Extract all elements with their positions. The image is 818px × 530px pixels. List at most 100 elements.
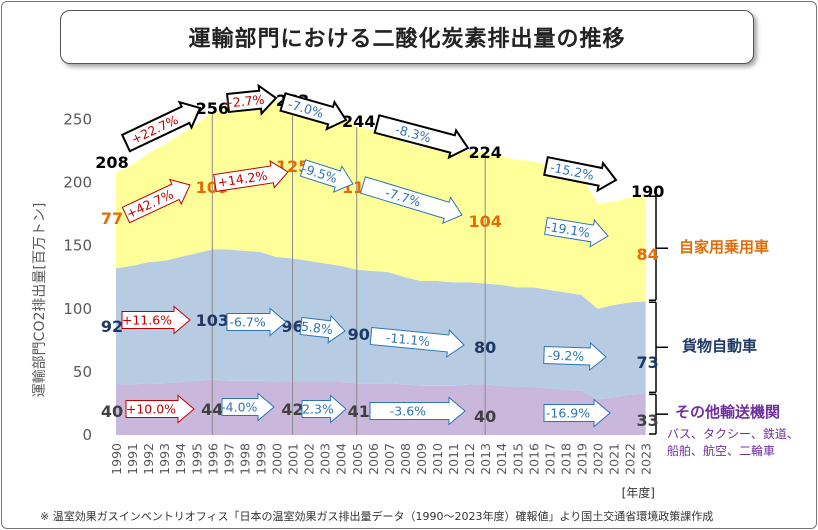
change-arrow-other: -16.9%: [543, 398, 611, 428]
legend-truck: 貨物自動車: [682, 337, 757, 355]
arrow-shape: [543, 341, 607, 372]
change-label: +14.2%: [217, 168, 269, 190]
x-tick-label: 2009: [414, 443, 429, 475]
arrow-shape: [543, 398, 611, 428]
change-arrow-truck: +11.6%: [121, 305, 191, 335]
x-tick-label: 1998: [237, 443, 252, 475]
value-label-total: 256: [196, 99, 229, 118]
value-label-car: 77: [101, 209, 123, 228]
value-label-other: 42: [281, 400, 303, 419]
change-label: -2.3%: [298, 402, 334, 417]
arrow-shape: [299, 159, 354, 193]
change-label: +11.6%: [122, 313, 172, 328]
arrow-shape: [359, 176, 463, 225]
value-label-total: 208: [95, 153, 128, 172]
arrow-shape: [279, 92, 348, 131]
x-tick-label: 1991: [125, 443, 140, 475]
change-label: -16.9%: [546, 406, 590, 421]
footnote: ※ 温室効果ガスインベントリオフィス「日本の温室効果ガス排出量データ（1990～…: [40, 510, 714, 523]
arrow-shape: [221, 392, 275, 422]
value-label-other: 44: [201, 400, 223, 419]
arrow-shape: [373, 114, 470, 160]
x-tick-label: 2006: [366, 443, 381, 475]
y-tick-label: 50: [73, 363, 92, 381]
change-label: -9.2%: [548, 348, 585, 364]
legend-other: その他輸送機関: [675, 403, 780, 421]
x-tick-label: 2000: [270, 443, 285, 475]
arrow-shape: [121, 178, 191, 224]
x-tick-label: 2010: [430, 443, 445, 475]
x-tick-label: 1999: [253, 443, 268, 475]
value-label-truck: 92: [101, 317, 123, 336]
x-tick-label: 2023: [639, 443, 654, 475]
change-arrow-other: -4.0%: [221, 392, 275, 422]
arrow-shape: [299, 314, 346, 344]
value-label-other: 40: [474, 407, 496, 426]
y-tick-label: 250: [63, 111, 92, 129]
value-label-total: 190: [631, 182, 664, 201]
value-label-car: 104: [468, 212, 501, 231]
x-tick-label: 2001: [286, 443, 301, 475]
x-tick-label: 2014: [494, 443, 509, 475]
value-label-car: 84: [637, 245, 659, 264]
change-label: +10.0%: [126, 402, 176, 417]
arrow-shape: [125, 394, 195, 424]
x-tick-label: 2019: [574, 443, 589, 475]
change-arrow-car: -19.1%: [544, 217, 609, 248]
arrow-shape: [301, 394, 347, 424]
value-label-truck: 90: [348, 325, 370, 344]
x-tick-label: 2015: [510, 443, 525, 475]
change-label: -11.1%: [385, 330, 431, 349]
chart-title: 運輸部門における二酸化炭素排出量の推移: [60, 10, 754, 64]
y-tick-label: 0: [82, 426, 92, 444]
legend-other-sub2: 船舶、航空、二輪車: [667, 443, 775, 458]
x-tick-label: 1995: [189, 443, 204, 475]
x-tick-label: 2007: [382, 443, 397, 475]
x-tick-label: 2012: [462, 443, 477, 475]
x-tick-label: 1993: [157, 443, 172, 475]
x-tick-label: 2013: [478, 443, 493, 475]
x-tick-label: 2016: [526, 443, 541, 475]
x-tick-label: 2002: [302, 443, 317, 475]
x-tick-label: 2022: [623, 443, 638, 475]
arrow-shape: [544, 217, 609, 248]
change-arrow-total: +2.7%: [222, 83, 278, 116]
x-tick-label: 2003: [318, 443, 333, 475]
x-tick-label: 2017: [542, 443, 557, 475]
x-tick-label: 1994: [173, 443, 188, 475]
value-label-other: 40: [101, 402, 123, 421]
value-label-truck: 80: [474, 338, 496, 357]
change-arrow-truck: -9.2%: [543, 341, 607, 372]
change-label: -19.1%: [545, 219, 591, 241]
change-arrow-truck: -5.8%: [296, 314, 346, 344]
y-axis-label: 運輸部門CO2排出量[百万トン]: [32, 203, 48, 398]
arrow-shape: [121, 305, 191, 335]
x-tick-label: 2004: [334, 443, 349, 475]
change-arrow-other: -3.6%: [369, 396, 466, 426]
value-label-truck: 96: [281, 317, 303, 336]
change-label: -5.8%: [296, 318, 334, 337]
arrow-shape: [225, 83, 278, 116]
x-tick-label: 2011: [446, 443, 461, 475]
x-tick-label: 2020: [591, 443, 606, 475]
x-tick-label: 2021: [607, 443, 622, 475]
value-label-total: 224: [468, 143, 501, 162]
x-tick-label: 2008: [398, 443, 413, 475]
arrow-shape: [543, 155, 618, 193]
arrow-shape: [226, 307, 287, 337]
y-tick-label: 150: [63, 237, 92, 255]
y-tick-label: 200: [63, 174, 92, 192]
arrow-shape: [369, 396, 466, 426]
change-label: -6.7%: [229, 315, 265, 330]
area-1: [116, 249, 646, 400]
change-arrow-other: -2.3%: [298, 394, 347, 424]
arrow-shape: [369, 326, 465, 358]
x-tick-label: 2018: [558, 443, 573, 475]
x-tick-label: 1996: [205, 443, 220, 475]
change-arrow-total: -15.2%: [543, 155, 618, 193]
value-label-other: 33: [637, 411, 659, 430]
change-label: -4.0%: [221, 400, 257, 415]
